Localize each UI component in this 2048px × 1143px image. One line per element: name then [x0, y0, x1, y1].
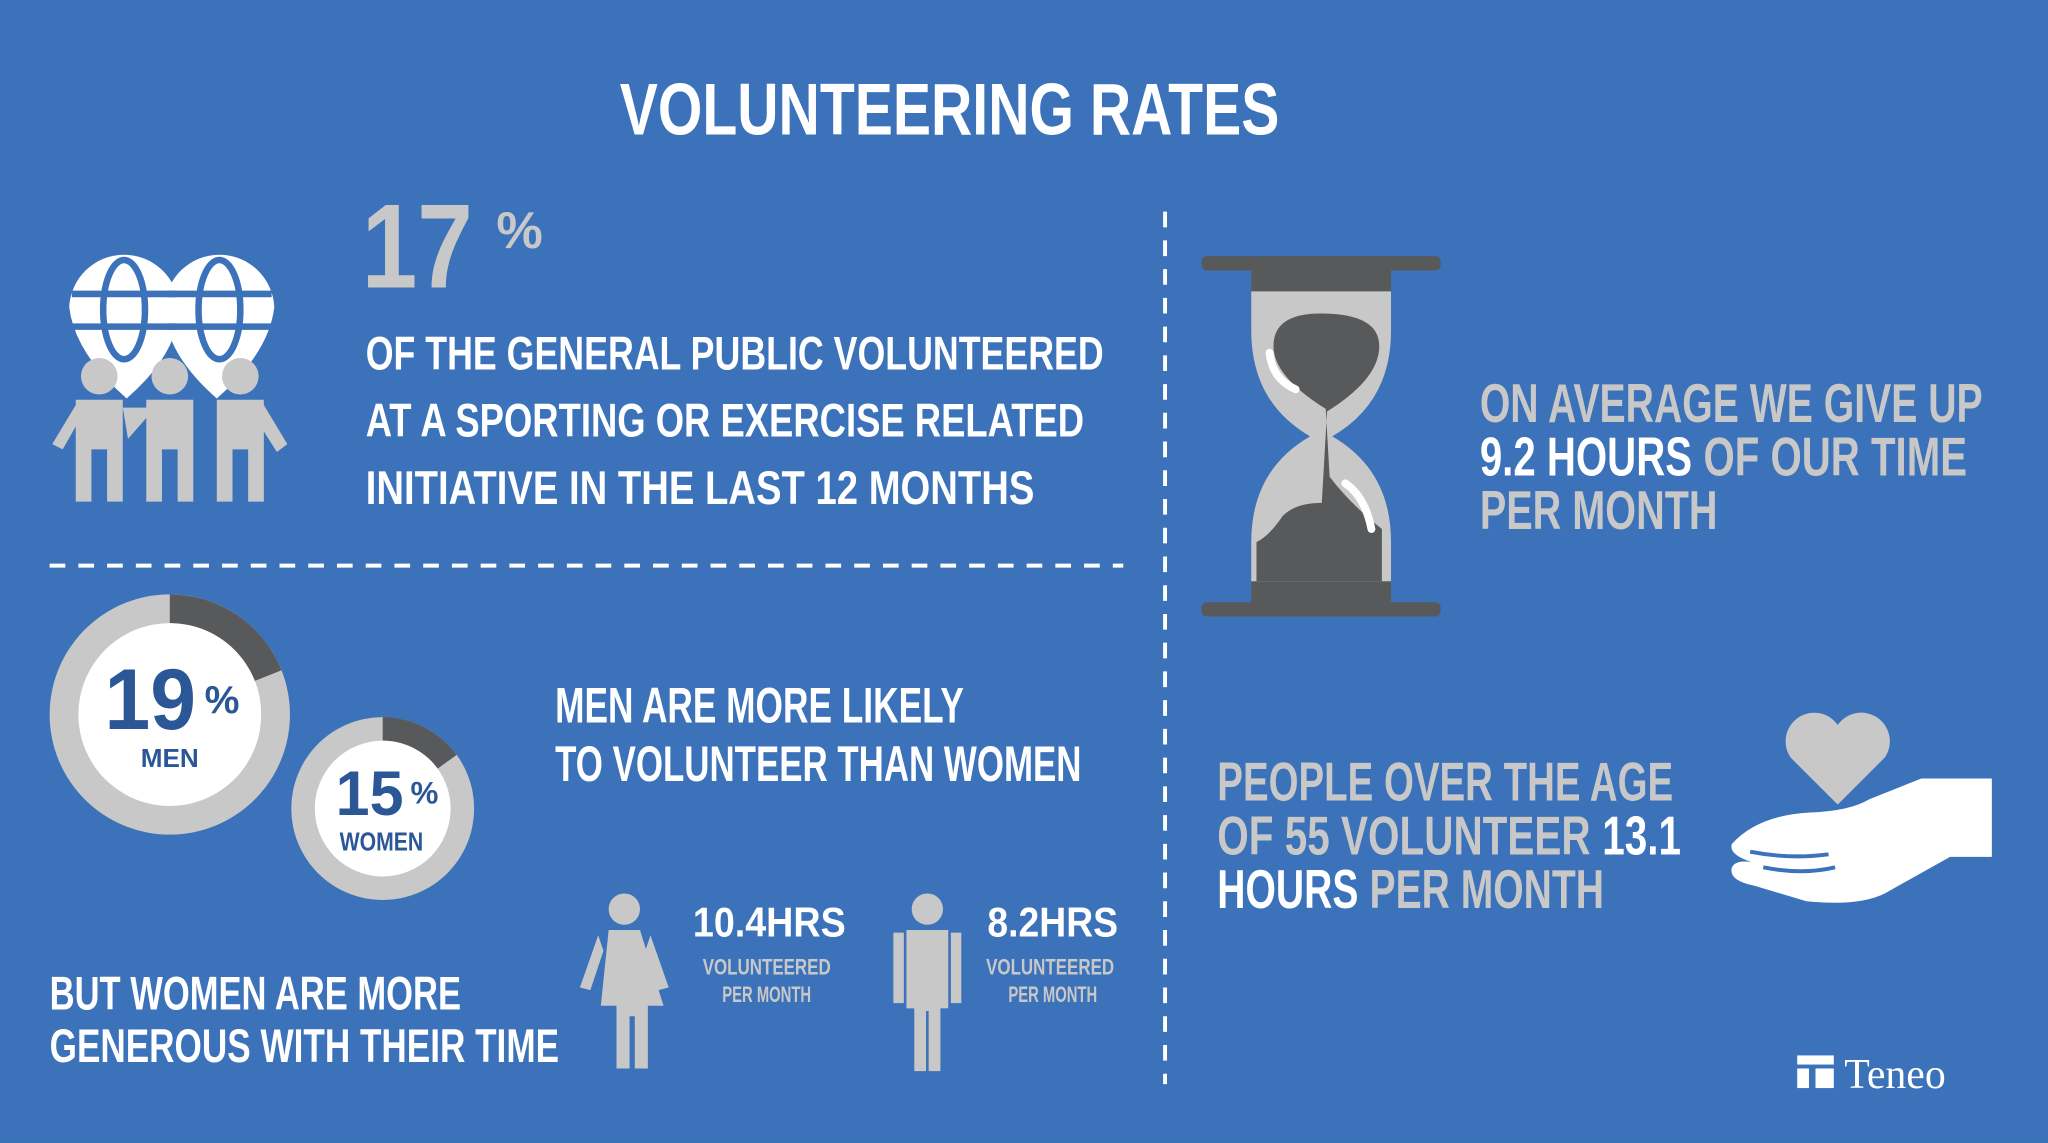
- donut-segment: [169, 594, 282, 681]
- unit: %: [411, 775, 439, 810]
- body-text: TO VOLUNTEER THAN WOMEN: [555, 736, 1081, 792]
- text: PER MONTH: [1370, 858, 1604, 920]
- caption: VOLUNTEERED: [986, 954, 1114, 979]
- body-text: MEN ARE MORE LIKELY: [555, 677, 964, 733]
- body-text: HOURSPER MONTH: [1217, 858, 1604, 920]
- body-text: ON AVERAGE WE GIVE UP: [1480, 372, 1983, 434]
- woman-icon: [579, 893, 669, 1069]
- donut-hole: [78, 623, 262, 806]
- community-icon: [52, 254, 288, 502]
- man-icon: [893, 893, 962, 1072]
- body-text: AT A SPORTING OR EXERCISE RELATED: [366, 393, 1084, 446]
- donut-label: MEN: [141, 743, 199, 773]
- unit: %: [205, 679, 240, 722]
- caption: PER MONTH: [722, 982, 811, 1007]
- donut-hole: [314, 740, 451, 877]
- body-text: PER MONTH: [1480, 479, 1718, 541]
- big-number: 17: [362, 179, 473, 313]
- donut-number: 15: [336, 759, 404, 829]
- hourglass-icon: [1201, 256, 1441, 617]
- donuts: [49, 594, 475, 900]
- body-text: OF THE GENERAL PUBLIC VOLUNTEERED: [366, 327, 1104, 380]
- highlight: 9.2 HOURS: [1480, 426, 1692, 488]
- unit: %: [496, 202, 542, 260]
- body-text: BUT WOMEN ARE MORE: [50, 967, 461, 1020]
- hand-heart-icon: [1731, 712, 1992, 903]
- body-text: OF 55 VOLUNTEER13.1: [1217, 804, 1681, 866]
- hours: 10.4HRS: [693, 899, 846, 946]
- logo-text: Teneo: [1844, 1052, 1945, 1098]
- title: VOLUNTEERING RATES: [620, 70, 1280, 151]
- body-text: INITIATIVE IN THE LAST 12 MONTHS: [366, 461, 1035, 514]
- caption: VOLUNTEERED: [703, 954, 831, 979]
- text: OF OUR TIME: [1704, 426, 1967, 488]
- hours: 8.2HRS: [987, 899, 1118, 946]
- donut-label: WOMEN: [340, 826, 424, 856]
- body-text: 9.2 HOURSOF OUR TIME: [1480, 426, 1967, 488]
- highlight: HOURS: [1217, 858, 1358, 920]
- body-text: GENEROUS WITH THEIR TIME: [50, 1019, 559, 1072]
- highlight: 13.1: [1602, 804, 1681, 866]
- logo: Teneo: [1797, 1052, 1946, 1098]
- body-text: PEOPLE OVER THE AGE: [1217, 751, 1673, 813]
- donut-segment: [382, 717, 457, 769]
- donut-number: 19: [104, 652, 195, 748]
- caption: PER MONTH: [1008, 982, 1097, 1007]
- text: OF 55 VOLUNTEER: [1217, 804, 1590, 866]
